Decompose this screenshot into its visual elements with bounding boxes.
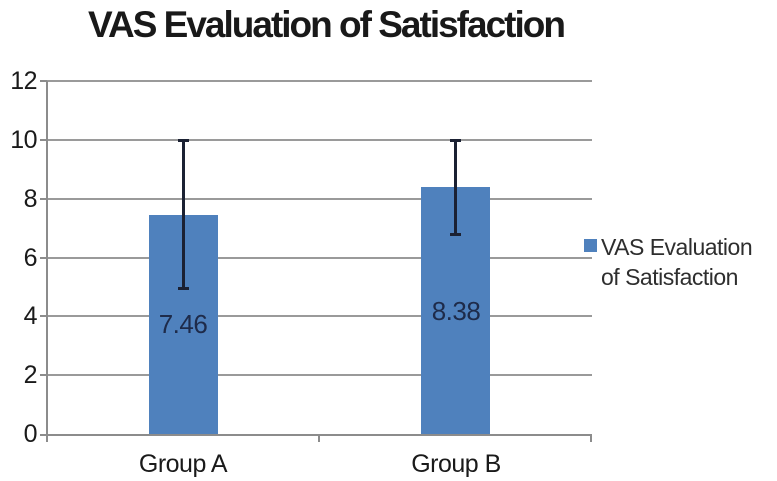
gridline-y-10 — [47, 138, 592, 141]
error-bar-bottom-cap-group-a — [178, 287, 189, 291]
error-bar-line-group-a — [182, 139, 185, 290]
error-bar-line-group-b — [454, 139, 457, 236]
y-axis-tick-10 — [40, 138, 47, 141]
y-axis-tick-4 — [40, 315, 47, 318]
y-axis-label-4: 4 — [23, 302, 38, 331]
y-axis-label-2: 2 — [23, 361, 38, 390]
x-axis-label-group-b: Group B — [411, 450, 501, 478]
y-axis-tick-8 — [40, 197, 47, 200]
y-axis-line — [46, 81, 48, 442]
error-bar-top-cap-group-b — [450, 138, 461, 142]
gridline-y-6 — [47, 256, 592, 259]
error-bar-top-cap-group-a — [178, 138, 189, 142]
legend-label: VAS Evaluation of Satisfaction — [601, 234, 753, 290]
y-axis-label-10: 10 — [10, 125, 37, 154]
y-axis-tick-2 — [40, 374, 47, 377]
y-axis-label-6: 6 — [23, 243, 38, 272]
y-axis-label-8: 8 — [23, 184, 38, 213]
y-axis-label-0: 0 — [23, 420, 38, 448]
data-label-group-a: 7.46 — [158, 309, 208, 339]
x-axis-label-group-a: Group A — [138, 450, 228, 478]
error-bar-bottom-cap-group-b — [450, 233, 461, 237]
y-axis-tick-6 — [40, 256, 47, 259]
gridline-y-2 — [47, 374, 592, 377]
gridline-y-8 — [47, 197, 592, 200]
legend-marker-swatch — [584, 239, 597, 252]
gridline-y-12 — [47, 80, 592, 82]
y-axis-label-12: 12 — [10, 67, 37, 95]
x-axis-tick-2 — [590, 434, 592, 442]
x-axis-tick-1 — [318, 434, 320, 442]
x-axis-line — [40, 434, 592, 436]
gridline-y-4 — [47, 315, 592, 318]
chart-title: VAS Evaluation of Satisfaction — [88, 4, 566, 45]
y-axis-tick-12 — [40, 80, 47, 82]
data-label-group-b: 8.38 — [431, 296, 481, 326]
